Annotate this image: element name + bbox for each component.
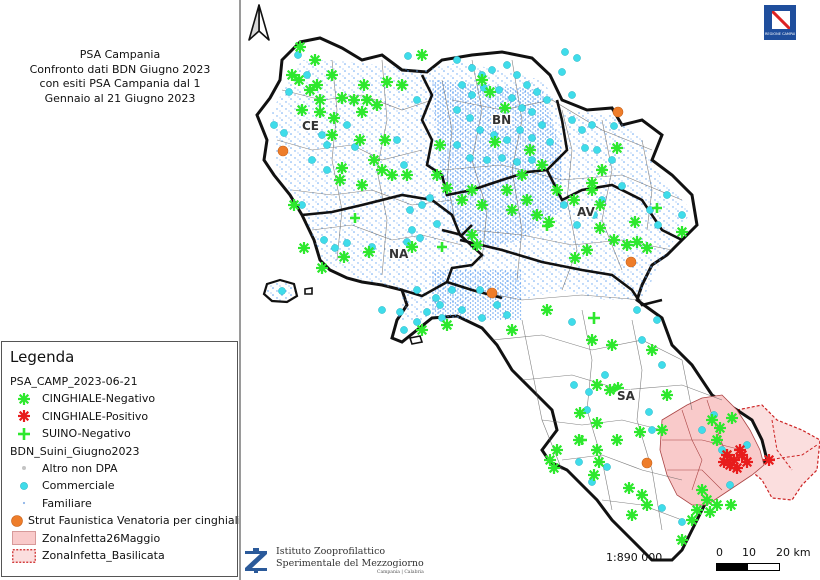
izs-name-line3: Campania | Calabria [377,570,424,575]
grey-dot-icon [10,464,38,472]
north-arrow-icon [248,4,270,46]
campania-map: CE BN AV NA SA [255,36,820,562]
legend-item-zona-infetta: ZonaInfetta26Maggio [10,530,237,548]
legend-title: Legenda [10,348,75,366]
province-label-av: AV [577,205,595,219]
orange-circle-icon [10,514,24,528]
dashed-box-icon [10,548,38,563]
green-asterisk-icon [10,392,38,406]
title-line: con esiti PSA Campania dal 1 [39,77,201,90]
scalebar-label-0: 0 [716,546,723,559]
legend-item-cinghiale-positivo: CINGHIALE-Positivo [10,408,237,426]
title-line: PSA Campania [79,48,161,61]
suino-negativo-points [350,203,662,445]
province-label-sa: SA [617,389,636,403]
legend-group-psa: PSA_CAMP_2023-06-21 [10,375,138,388]
green-plus-icon [10,427,38,441]
title-line: Confronto dati BDN Giugno 2023 [29,62,211,76]
scalebar-bar [716,563,780,571]
province-label-na: NA [389,247,409,261]
province-labels: CE BN AV NA SA [301,112,638,405]
izs-name-line2: Sperimentale del Mezzogiorno [276,558,424,569]
blue-dot-icon [10,500,38,506]
legend-item-venatoria: Strut Faunistica Venatoria per cinghiali [10,512,241,530]
regione-shield-icon [770,9,792,31]
red-asterisk-icon [10,409,38,423]
scalebar-label-10: 10 [742,546,756,559]
izs-name-line1: Istituto Zooprofilattico [276,546,386,557]
cyan-circle-icon [10,481,38,491]
map-scale-ratio: 1:890 000 [606,551,663,564]
regione-campania-logo: REGIONE CAMPANIA [764,5,796,40]
title-line: Gennaio al 21 Giugno 2023 [44,91,196,105]
regione-logo-text: REGIONE CAMPANIA [765,32,795,36]
left-panel: PSA Campania Confronto dati BDN Giugno 2… [0,0,241,580]
province-label-bn: BN [492,113,511,127]
legend-item-altro: Altro non DPA [10,460,237,478]
legend-item-familiare: Familiare [10,495,237,513]
map-title: PSA Campania Confronto dati BDN Giugno 2… [0,48,240,106]
pink-fill-box-icon [10,531,38,546]
venatoria-points [277,106,653,469]
legend-group-bdn: BDN_Suini_Giugno2023 [10,444,140,458]
island-capri [408,335,424,345]
legend-item-suino-negativo: SUINO-Negativo [10,425,237,443]
scalebar-label-20: 20 km [776,546,811,559]
commerciale-points [270,48,751,526]
izs-logo: Istituto Zooprofilattico Sperimentale de… [242,546,424,575]
legend-item-commerciale: Commerciale [10,477,237,495]
legend: Legenda PSA_CAMP_2023-06-21 CINGHIALE-Ne… [1,341,241,577]
legend-item-cinghiale-negativo: CINGHIALE-Negativo [10,390,237,408]
province-label-ce: CE [302,119,319,133]
legend-item-zona-basilicata: ZonaInfetta_Basilicata [10,547,237,565]
map-canvas[interactable]: CE BN AV NA SA [239,0,820,580]
izs-mark-icon [242,546,270,574]
scalebar: 0 10 20 km [716,546,820,571]
